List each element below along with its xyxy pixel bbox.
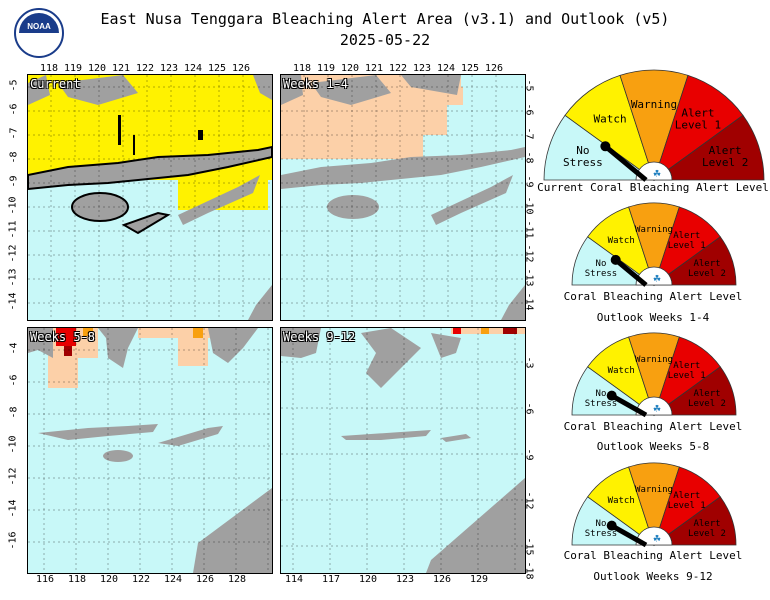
gauge-segment-label: Stress	[563, 156, 603, 169]
panel-label-weeks-5-8: Weeks 5-8	[30, 330, 96, 344]
lon-tick: 129	[470, 574, 489, 585]
lon-tick: 125	[208, 63, 227, 74]
gauge-segment-label: Alert	[693, 519, 720, 529]
page-date: 2025-05-22	[339, 31, 431, 49]
map-current	[27, 74, 273, 321]
gauge-segment-label: Watch	[593, 112, 626, 125]
gauge-segment-label: Alert	[673, 231, 700, 241]
lon-tick: 124	[437, 63, 456, 74]
lon-tick: 119	[317, 63, 336, 74]
gauge-segment-label: Level 2	[702, 156, 748, 169]
lon-tick: 121	[112, 63, 131, 74]
gauge-segment-label: Watch	[608, 366, 635, 376]
map-weeks-1-4	[280, 74, 526, 321]
gauge-segment-label: Watch	[608, 236, 635, 246]
gauge-needle-tip	[600, 141, 611, 152]
gauge-segment-label: No	[596, 519, 607, 529]
gauge-segment-label: Watch	[608, 496, 635, 506]
gauge-segment-label: Alert	[693, 259, 720, 269]
panel-label-weeks-9-12: Weeks 9-12	[283, 330, 356, 344]
coral-icon: ☘	[653, 531, 660, 545]
map-weeks-9-12	[280, 327, 526, 574]
gauge-segment	[652, 366, 737, 416]
lon-tick: 114	[285, 574, 304, 585]
lon-tick: 120	[341, 63, 360, 74]
gauge-segment-label: Alert	[681, 106, 714, 119]
coral-icon: ☘	[653, 271, 660, 285]
gauge-caption: Coral Bleaching Alert Level	[563, 549, 743, 562]
gauge-caption: Current Coral Bleaching Alert Level	[537, 181, 769, 194]
lon-tick: 116	[36, 574, 55, 585]
lon-tick: 123	[396, 574, 415, 585]
lon-tick: 126	[485, 63, 504, 74]
gauge-segment-label: Level 2	[688, 529, 726, 539]
gauge-needle-tip	[610, 254, 621, 265]
gauge-segment-label: Level 1	[668, 501, 706, 511]
gauge-caption: Coral Bleaching Alert Level	[563, 420, 743, 433]
gauge-caption-sub: Outlook Weeks 9-12	[593, 570, 713, 583]
gauge-segment-label: Level 2	[688, 399, 726, 409]
lon-tick: 121	[365, 63, 384, 74]
gauge-segment	[652, 496, 737, 546]
gauge-segment	[652, 114, 765, 181]
gauge-segment	[652, 236, 737, 286]
lon-tick: 118	[293, 63, 312, 74]
gauge-segment-label: Level 1	[675, 118, 721, 131]
gauge-segment-label: Warning	[635, 225, 673, 235]
gauge-segment-label: Warning	[631, 98, 677, 111]
coral-icon: ☘	[653, 166, 660, 180]
panel-label-current: Current	[30, 77, 81, 91]
lon-tick: 126	[196, 574, 215, 585]
gauge-segment-label: No	[596, 389, 607, 399]
lon-tick: 118	[68, 574, 87, 585]
gauge-segment-label: Warning	[635, 485, 673, 495]
lon-tick: 122	[136, 63, 155, 74]
lon-tick: 125	[461, 63, 480, 74]
gauge-needle	[610, 393, 648, 418]
lon-tick: 123	[160, 63, 179, 74]
gauge-segment-label: No	[596, 259, 607, 269]
logo-text: NOAA	[27, 22, 51, 31]
lon-tick: 117	[322, 574, 341, 585]
gauge-needle-tip	[606, 520, 617, 531]
gauge-segment-label: Level 2	[688, 269, 726, 279]
gauge-segment-label: Stress	[585, 269, 618, 279]
gauge-caption: Coral Bleaching Alert Level	[563, 290, 743, 303]
lon-tick: 124	[184, 63, 203, 74]
panel-label-weeks-1-4: Weeks 1-4	[283, 77, 349, 91]
lon-tick: 128	[228, 574, 247, 585]
map-weeks-5-8	[27, 327, 273, 574]
gauge-segment-label: Stress	[585, 529, 618, 539]
gauge-segment-label: Warning	[635, 355, 673, 365]
noaa-logo: NOAA	[14, 8, 64, 62]
gauge-segment-label: Stress	[585, 399, 618, 409]
coral-icon: ☘	[653, 401, 660, 415]
gauge-needle	[603, 144, 648, 182]
gauge-caption-sub: Outlook Weeks 1-4	[596, 311, 710, 324]
gauge-segment-label: No	[576, 144, 589, 157]
gauge-segment-label: Alert	[673, 361, 700, 371]
lon-tick: 120	[88, 63, 107, 74]
gauge-caption-sub: Outlook Weeks 5-8	[596, 440, 710, 453]
lon-tick: 126	[232, 63, 251, 74]
lon-tick: 120	[359, 574, 378, 585]
lon-tick: 126	[433, 574, 452, 585]
gauge-segment-label: Level 1	[668, 371, 706, 381]
lon-tick: 120	[100, 574, 119, 585]
page-title: East Nusa Tenggara Bleaching Alert Area …	[100, 10, 670, 28]
gauge-needle	[610, 523, 648, 548]
lon-tick: 122	[132, 574, 151, 585]
gauge-needle-tip	[606, 390, 617, 401]
lon-tick: 118	[40, 63, 59, 74]
lon-tick: 122	[389, 63, 408, 74]
gauge-needle	[614, 257, 648, 287]
gauge-segment-label: Level 1	[668, 241, 706, 251]
gauge-segment-label: Alert	[709, 144, 742, 157]
lon-tick: 124	[164, 574, 183, 585]
lon-tick: 119	[64, 63, 83, 74]
lon-tick: 123	[413, 63, 432, 74]
gauge-segment-label: Alert	[693, 389, 720, 399]
gauge-segment-label: Alert	[673, 491, 700, 501]
